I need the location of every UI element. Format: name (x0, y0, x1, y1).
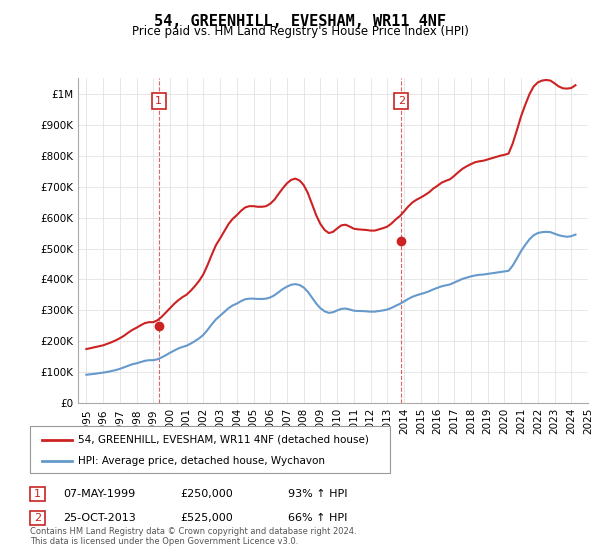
Text: 93% ↑ HPI: 93% ↑ HPI (288, 489, 347, 499)
Text: 1: 1 (155, 96, 162, 106)
Text: HPI: Average price, detached house, Wychavon: HPI: Average price, detached house, Wych… (78, 456, 325, 466)
Text: £250,000: £250,000 (180, 489, 233, 499)
Text: 2: 2 (34, 513, 41, 523)
Text: 2: 2 (398, 96, 405, 106)
Text: 1: 1 (34, 489, 41, 499)
Text: 66% ↑ HPI: 66% ↑ HPI (288, 513, 347, 523)
Text: Contains HM Land Registry data © Crown copyright and database right 2024.
This d: Contains HM Land Registry data © Crown c… (30, 526, 356, 546)
Text: 07-MAY-1999: 07-MAY-1999 (63, 489, 135, 499)
Text: £525,000: £525,000 (180, 513, 233, 523)
Text: 54, GREENHILL, EVESHAM, WR11 4NF (detached house): 54, GREENHILL, EVESHAM, WR11 4NF (detach… (78, 435, 369, 445)
Text: 25-OCT-2013: 25-OCT-2013 (63, 513, 136, 523)
Text: Price paid vs. HM Land Registry's House Price Index (HPI): Price paid vs. HM Land Registry's House … (131, 25, 469, 38)
Text: 54, GREENHILL, EVESHAM, WR11 4NF: 54, GREENHILL, EVESHAM, WR11 4NF (154, 14, 446, 29)
